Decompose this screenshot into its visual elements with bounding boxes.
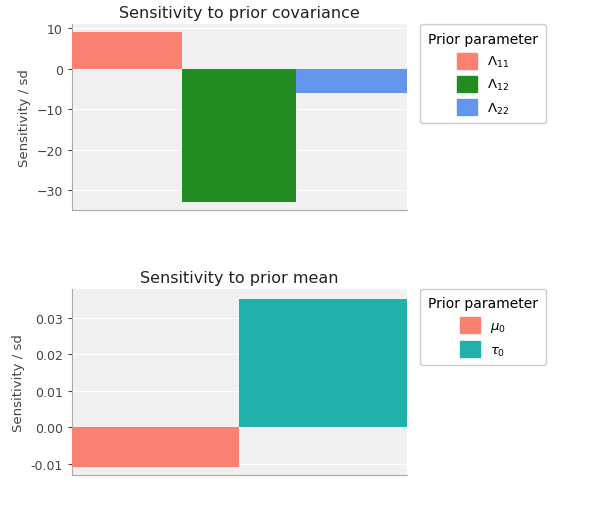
Bar <box>72 427 239 468</box>
Bar <box>296 70 407 94</box>
Legend: $\mu_0$, $\tau_0$: $\mu_0$, $\tau_0$ <box>420 289 546 366</box>
Y-axis label: Sensitivity / sd: Sensitivity / sd <box>12 333 25 431</box>
Y-axis label: Sensitivity / sd: Sensitivity / sd <box>18 69 31 167</box>
Bar <box>182 70 296 203</box>
Bar <box>72 33 182 70</box>
Legend: $\Lambda_{11}$, $\Lambda_{12}$, $\Lambda_{22}$: $\Lambda_{11}$, $\Lambda_{12}$, $\Lambda… <box>420 25 546 124</box>
Title: Sensitivity to prior mean: Sensitivity to prior mean <box>140 270 338 285</box>
Bar <box>239 300 407 427</box>
Title: Sensitivity to prior covariance: Sensitivity to prior covariance <box>119 7 359 21</box>
